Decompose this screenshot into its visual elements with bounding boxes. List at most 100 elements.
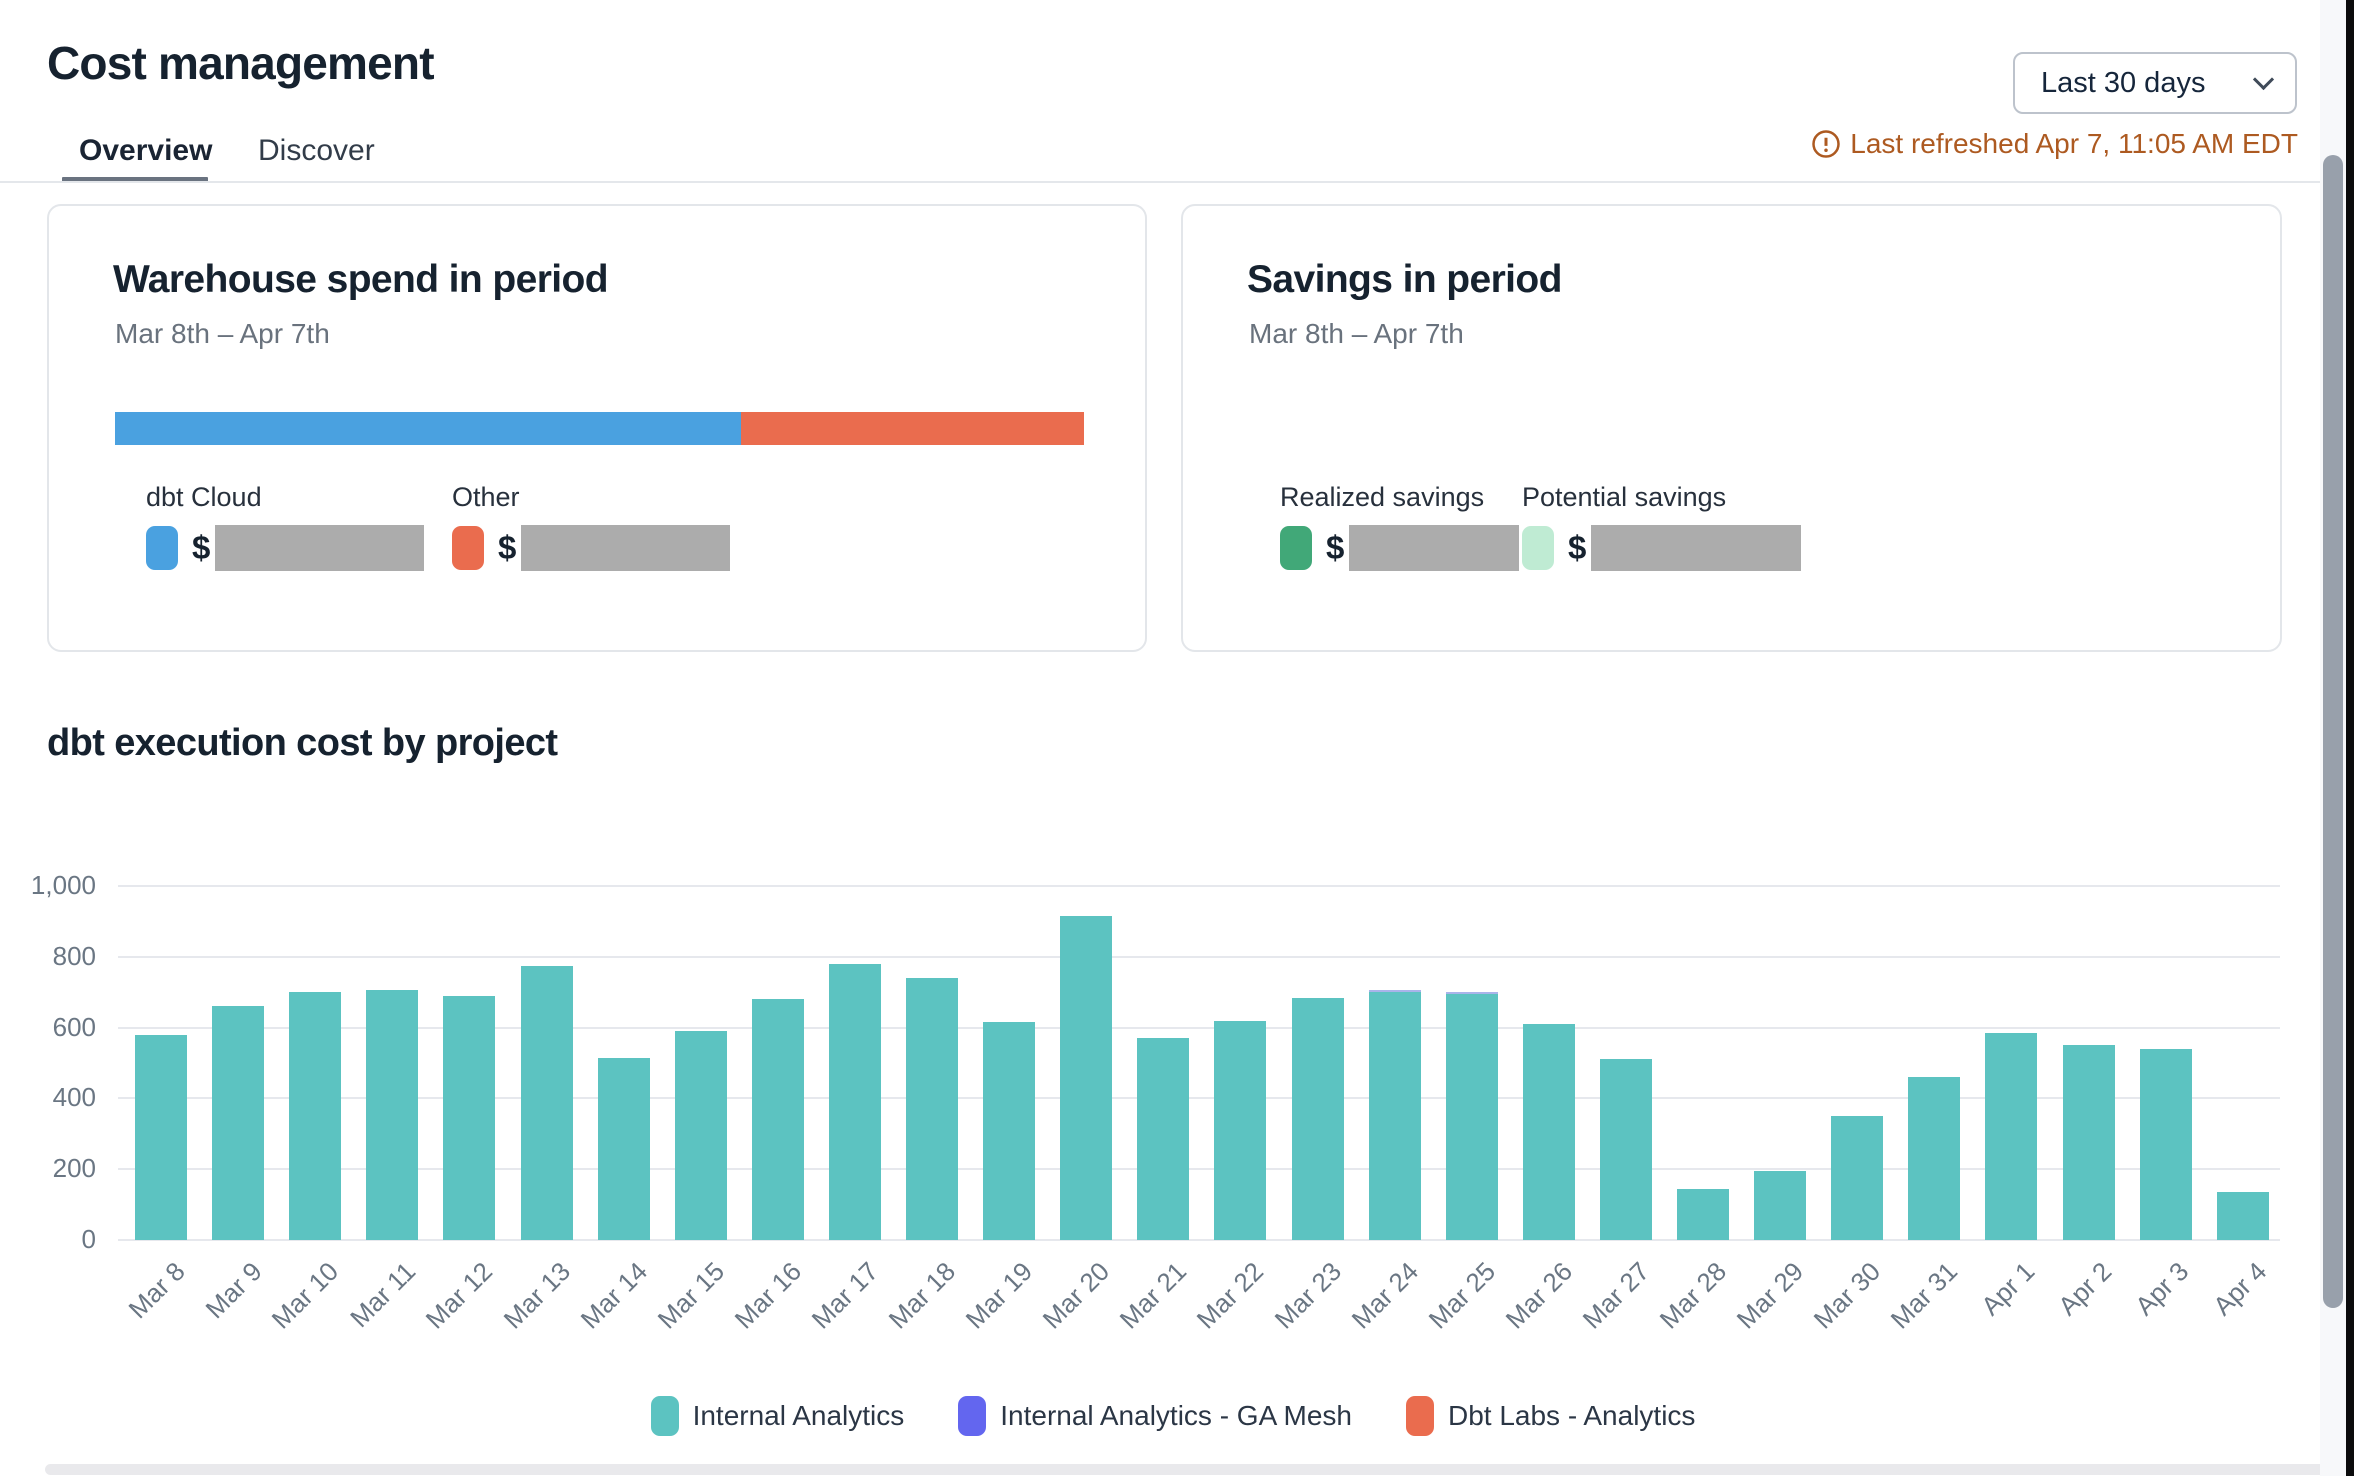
chart-bar-segment [1908,1077,1961,1240]
chart-bar[interactable] [1754,1170,1807,1240]
chart-bar-segment [1754,1170,1807,1240]
x-axis-tick-label: Apr 2 [2052,1256,2118,1322]
chart-legend: Internal Analytics Internal Analytics - G… [0,1396,2346,1436]
chart-bar-segment [597,1057,650,1240]
horizontal-scrollbar[interactable] [45,1464,2342,1475]
x-axis-tick-label: Mar 17 [805,1256,885,1335]
active-tab-underline [62,177,208,183]
chart-bar[interactable] [674,1031,727,1240]
x-axis-tick-label: Mar 8 [121,1256,191,1325]
tab-discover[interactable]: Discover [258,134,375,167]
chart-bar-segment [828,963,881,1240]
x-axis-tick-label: Mar 30 [1807,1256,1887,1335]
chart-bar[interactable] [1908,1077,1961,1240]
chart-bar[interactable] [983,1022,1036,1240]
chart-bar[interactable] [289,992,342,1240]
chart-bar[interactable] [1368,990,1421,1240]
savings-card: Savings in period Mar 8th – Apr 7th Real… [1181,204,2282,652]
chart-bar[interactable] [2062,1045,2115,1240]
chart-bar-segment [1291,997,1344,1240]
x-axis-tick-label: Mar 19 [959,1256,1039,1335]
chart-bar-segment [751,999,804,1240]
chart-bar[interactable] [1599,1059,1652,1240]
chart-bar-segment [520,965,573,1240]
chart-bar[interactable] [212,1006,265,1240]
tab-overview[interactable]: Overview [79,134,213,167]
chart-bar-segment [443,995,496,1240]
currency-symbol: $ [498,529,517,566]
stacked-bar-segment-dbt-cloud [115,412,741,445]
chart-bar[interactable] [520,965,573,1240]
execution-cost-bar-chart: 0 200 400 600 800 1,000 Mar 8 Mar 9 Mar 10 Mar 11… [0,860,2346,1340]
period-dropdown[interactable]: Last 30 days [2013,52,2297,114]
alert-circle-icon [1812,130,1841,158]
y-axis-tick-label: 600 [52,1011,96,1042]
x-axis-tick-label: Mar 14 [574,1256,653,1335]
x-axis-tick-label: Mar 18 [882,1256,962,1335]
other-swatch [452,526,484,570]
x-axis-tick-label: Mar 23 [1268,1256,1347,1335]
chart-bar[interactable] [2216,1192,2269,1240]
savings-card-title: Savings in period [1247,258,1562,301]
chart-bar-segment [1445,992,1498,994]
chart-bar-segment [674,1031,727,1240]
savings-item-realized: Realized savings $ [1280,482,1520,571]
savings-card-date-range: Mar 8th – Apr 7th [1249,318,1464,349]
chart-bar[interactable] [597,1057,650,1240]
x-axis-tick-label: Mar 11 [344,1256,422,1334]
y-axis-tick-label: 200 [52,1153,96,1184]
legend-item[interactable]: Internal Analytics [650,1396,905,1436]
redacted-value [521,525,731,571]
redacted-value [215,525,425,571]
chart-bar[interactable] [906,978,958,1240]
legend-item[interactable]: Internal Analytics - GA Mesh [958,1396,1352,1436]
legend-label: Internal Analytics - GA Mesh [1000,1400,1352,1431]
legend-label: Internal Analytics [692,1400,905,1431]
x-axis-tick-label: Mar 13 [497,1256,576,1335]
chart-bar[interactable] [1522,1024,1575,1240]
y-axis-tick-label: 400 [52,1082,96,1113]
redacted-value [1591,525,1802,571]
chart-bar[interactable] [751,999,804,1240]
chart-bar-segment [1137,1038,1190,1240]
legend-swatch [650,1396,679,1436]
x-axis-tick-label: Mar 22 [1191,1256,1270,1335]
vertical-scrollbar-thumb[interactable] [2323,155,2343,1308]
warehouse-spend-stacked-bar [115,412,1084,445]
legend-item[interactable]: Dbt Labs - Analytics [1405,1396,1696,1436]
chart-bar-segment [1368,992,1421,1240]
chart-bar-segment [1677,1188,1729,1240]
x-axis-tick-label: Mar 9 [199,1256,268,1325]
period-dropdown-value: Last 30 days [2041,66,2206,99]
chart-bar-segment [2216,1192,2269,1240]
last-refreshed-text: Last refreshed Apr 7, 11:05 AM EDT [1850,128,2298,159]
chart-bar[interactable] [1137,1038,1190,1240]
legend-swatch [1405,1396,1434,1436]
savings-item-potential: Potential savings $ [1522,482,1802,571]
legend-label: Dbt Labs - Analytics [1447,1400,1696,1431]
y-axis-tick-label: 800 [52,940,96,971]
chart-bar[interactable] [366,990,419,1240]
chart-bar-segment [366,990,419,1240]
dbt-cloud-swatch [146,526,178,570]
chart-bar[interactable] [1985,1032,2038,1240]
gridline [118,1097,2280,1100]
realized-savings-swatch [1280,526,1312,570]
chart-bar[interactable] [1677,1188,1729,1240]
x-axis-tick-label: Apr 3 [2129,1256,2195,1322]
gridline [118,955,2280,958]
chart-bar-segment [289,992,342,1240]
chart-bar[interactable] [1060,916,1113,1240]
window-right-edge [2346,0,2354,1476]
x-axis-tick-label: Mar 28 [1653,1256,1733,1335]
chart-bar[interactable] [135,1034,187,1240]
x-axis-tick-label: Apr 1 [1975,1256,2041,1322]
chart-bar[interactable] [1291,997,1344,1240]
chart-bar[interactable] [1214,1020,1267,1240]
chart-bar[interactable] [443,995,496,1240]
chart-bar[interactable] [1445,992,1498,1240]
chart-bar[interactable] [2139,1048,2192,1240]
chart-bar[interactable] [828,963,881,1240]
chart-bar[interactable] [1831,1116,1884,1240]
x-axis-tick-label: Mar 10 [265,1256,345,1335]
